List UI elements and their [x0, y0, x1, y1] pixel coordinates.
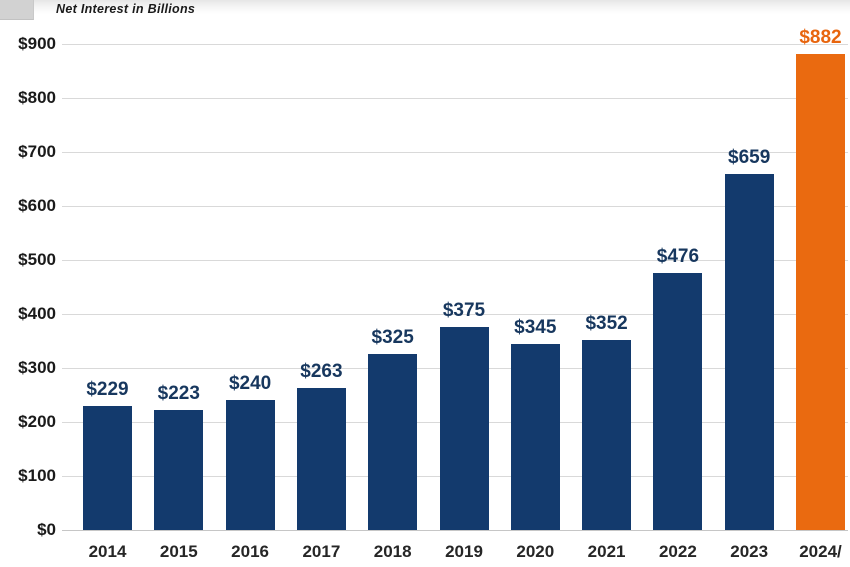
bar-2015 — [154, 410, 204, 530]
y-axis-tick-label: $800 — [18, 88, 56, 107]
bar-value-label: $325 — [371, 327, 414, 348]
bar-value-label: $345 — [514, 317, 557, 338]
bar-value-label: $659 — [728, 147, 771, 168]
x-axis-category-label: 2017 — [302, 542, 341, 561]
bar-value-label: $263 — [300, 361, 343, 382]
bar-2022 — [653, 273, 703, 530]
x-axis-category-label: 2023 — [730, 542, 769, 561]
bar-2019 — [439, 327, 489, 530]
gridline — [62, 205, 848, 207]
x-axis-category-label: 2015 — [159, 542, 198, 561]
y-axis-tick-label: $400 — [18, 304, 56, 323]
x-axis-category-label: 2022 — [658, 542, 697, 561]
y-axis-tick-label: $900 — [18, 34, 56, 53]
gridline — [62, 259, 848, 261]
bar-2020 — [510, 344, 560, 530]
gridline — [62, 313, 848, 315]
x-axis-category-label: 2019 — [445, 542, 483, 561]
bar-2014 — [83, 406, 132, 530]
y-axis-tick-label: $100 — [18, 466, 56, 485]
bar-value-label: $352 — [585, 313, 628, 334]
top-edge-strip — [0, 0, 850, 14]
gridline — [62, 97, 848, 99]
bar-value-label: $229 — [86, 379, 129, 400]
y-axis-tick-label: $0 — [37, 520, 56, 539]
bar-2018 — [368, 354, 418, 530]
x-axis-category-label: 2021 — [587, 542, 626, 561]
bar-value-label: $476 — [656, 246, 700, 267]
bar-2016 — [225, 400, 275, 530]
x-axis-category-label: 2014 — [88, 542, 127, 561]
y-axis-tick-label: $200 — [18, 412, 56, 431]
chart-title: Net Interest in Billions — [56, 2, 196, 16]
bar-value-label: $375 — [442, 300, 486, 321]
y-axis-tick-label: $300 — [18, 358, 56, 377]
bar-value-label: $240 — [228, 373, 272, 394]
x-axis-line — [62, 529, 848, 531]
bar-value-label: $223 — [157, 383, 200, 404]
y-axis-tick-label: $600 — [18, 196, 56, 215]
bar-2017 — [296, 388, 346, 530]
y-axis-tick-label: $500 — [18, 250, 56, 269]
y-axis-tick-label: $700 — [18, 142, 56, 161]
bar-2023 — [724, 174, 774, 530]
bar-value-label: $882 — [799, 27, 842, 48]
x-axis-category-label: 2016 — [231, 542, 269, 561]
bar-2021 — [582, 340, 632, 530]
gridline — [62, 151, 848, 153]
x-axis-category-label: 2020 — [516, 542, 555, 561]
gridline — [62, 43, 848, 45]
x-axis-category-label: 2018 — [373, 542, 412, 561]
corner-fragment — [0, 0, 34, 20]
x-axis-category-label: 2024/ — [799, 542, 842, 561]
bar-2024 — [796, 54, 845, 530]
